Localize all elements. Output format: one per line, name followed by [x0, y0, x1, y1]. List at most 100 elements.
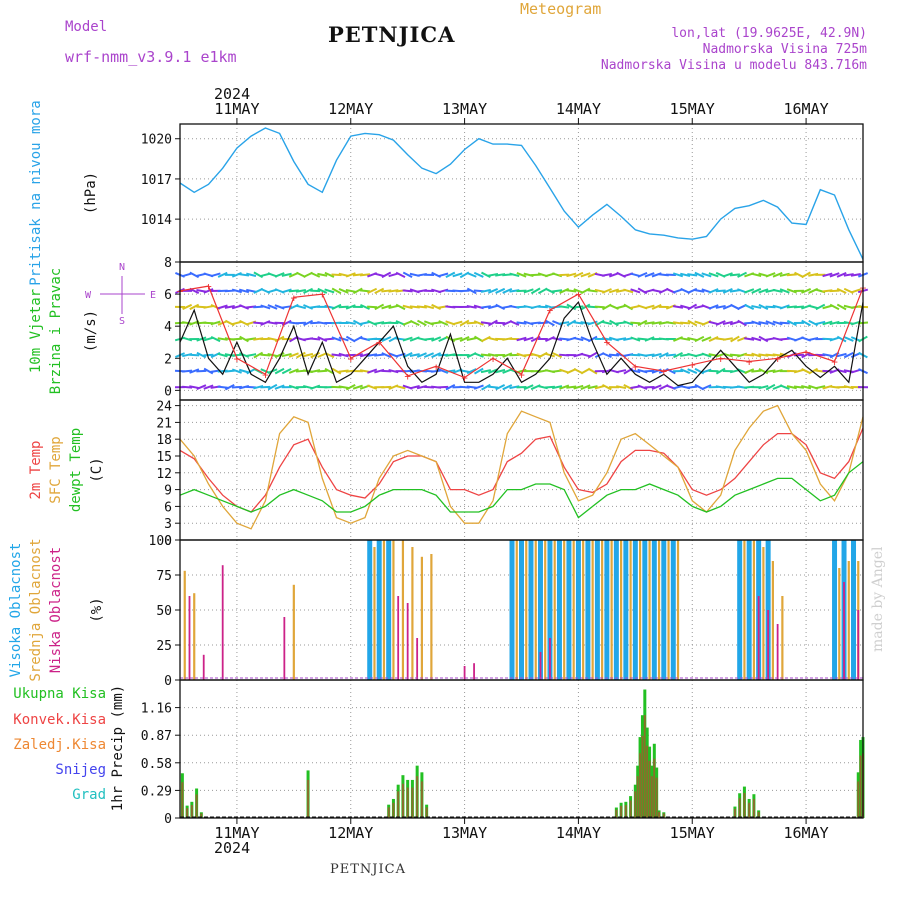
- wind-arrow: [644, 272, 655, 278]
- wind-arrow: [402, 336, 413, 342]
- wind-arrow: [836, 303, 847, 311]
- wind-arrow: [772, 272, 783, 278]
- wind-arrow: [779, 321, 790, 325]
- wind-arrow: [609, 319, 619, 327]
- wind-arrow: [701, 272, 712, 278]
- cloud-bar: [386, 540, 392, 680]
- wind-arrow: [765, 320, 776, 326]
- cloud-bar: [553, 540, 556, 680]
- wind-arrow: [523, 288, 534, 294]
- wind-arrow: [530, 287, 541, 295]
- wind-arrow: [466, 272, 477, 278]
- wind-arrow: [687, 303, 698, 311]
- wind-arrow: [737, 271, 747, 278]
- wind-arrow: [694, 289, 705, 293]
- y-tick-label: 24: [156, 400, 172, 415]
- wind-arrow: [616, 304, 627, 310]
- wind-arrow: [224, 383, 235, 391]
- wind-arrow: [687, 273, 698, 277]
- cloud-bar: [623, 540, 629, 680]
- y-tick-label: 18: [156, 433, 172, 448]
- cloud-bar: [743, 540, 746, 680]
- wind-arrow: [651, 352, 662, 358]
- wind-arrow: [331, 367, 342, 375]
- wind-arrow: [765, 272, 776, 278]
- cloud-bar: [767, 610, 770, 680]
- wind-arrow: [189, 353, 200, 357]
- wind-arrow: [217, 271, 228, 278]
- wind-gust-marker: +: [717, 352, 724, 365]
- wind-arrow: [630, 321, 641, 325]
- wind-arrow: [509, 272, 520, 278]
- wind-arrow: [374, 287, 385, 295]
- wind-arrow: [715, 304, 726, 309]
- cloud-bar: [382, 540, 386, 680]
- pressure-unit: (hPa): [83, 172, 99, 214]
- wind-arrow: [210, 272, 221, 278]
- wind-arrow: [182, 272, 193, 278]
- wind-arrow: [331, 353, 342, 357]
- wind-arrow: [488, 319, 498, 327]
- wind-arrow: [822, 353, 833, 357]
- wind-arrow: [217, 304, 228, 310]
- wind-arrow: [573, 336, 584, 342]
- y-tick-label: 9: [164, 484, 172, 499]
- wind-arrow: [288, 352, 299, 358]
- wind-arrow: [829, 272, 840, 278]
- wind-arrow: [395, 384, 406, 390]
- precip-bar-conv: [662, 813, 665, 818]
- cloud-bar: [771, 561, 774, 680]
- wind-arrow: [395, 303, 406, 311]
- y-tick-label: 3: [164, 517, 172, 532]
- wind-arrow: [374, 353, 385, 357]
- wind-arrow: [587, 367, 598, 375]
- wind-arrow: [836, 287, 847, 294]
- wind-arrow: [203, 353, 214, 357]
- wind-arrow: [338, 288, 349, 294]
- wind-arrow: [559, 321, 570, 325]
- wind-arrow: [744, 288, 755, 294]
- cloud-bar: [594, 540, 600, 680]
- wind-arrow: [238, 273, 250, 277]
- cloud-bar: [528, 540, 534, 680]
- precip-legend-4: Grad: [72, 787, 106, 803]
- wind-arrow: [516, 321, 527, 325]
- precip-bar-conv: [634, 791, 637, 818]
- x-date-label-top: 13MAY: [442, 100, 487, 118]
- wind-arrow: [480, 353, 492, 357]
- precip-bar-conv: [757, 811, 760, 818]
- wind-arrow: [850, 272, 861, 277]
- wind-arrow: [338, 336, 349, 342]
- wind-arrow: [566, 272, 577, 278]
- year-bottom: 2024: [214, 839, 251, 857]
- cloud-bar: [585, 540, 591, 680]
- wind-ylabel-1: 10m Vjetar: [28, 289, 44, 373]
- temp-line-1: [179, 404, 864, 530]
- wind-arrow: [815, 385, 826, 390]
- wind-arrow: [751, 320, 762, 326]
- wind-arrow: [310, 351, 321, 359]
- wind-arrow: [231, 385, 242, 389]
- precip-bar-conv: [186, 808, 189, 818]
- pressure-line: [179, 127, 864, 260]
- wind-arrow: [210, 320, 221, 326]
- wind-arrow: [758, 303, 769, 311]
- wind-arrow: [523, 336, 534, 342]
- wind-arrow: [246, 288, 257, 293]
- wind-arrow: [687, 319, 698, 327]
- cloud-ylabel-2: Srednja Oblacnost: [28, 538, 44, 681]
- temp-line-2: [179, 461, 864, 519]
- wind-arrow: [822, 272, 833, 278]
- wind-arrow: [438, 272, 449, 278]
- wind-arrow: [715, 289, 726, 293]
- precip-bar-conv: [200, 813, 203, 818]
- wind-arrow: [836, 271, 847, 278]
- wind-arrow: [772, 353, 783, 357]
- wind-arrow: [459, 336, 470, 343]
- wind-arrow: [196, 351, 207, 359]
- wind-arrow: [680, 304, 691, 310]
- wind-arrow: [359, 273, 371, 277]
- cloud-bar: [525, 540, 528, 680]
- wind-arrow: [843, 336, 854, 342]
- wind-arrow: [729, 273, 741, 277]
